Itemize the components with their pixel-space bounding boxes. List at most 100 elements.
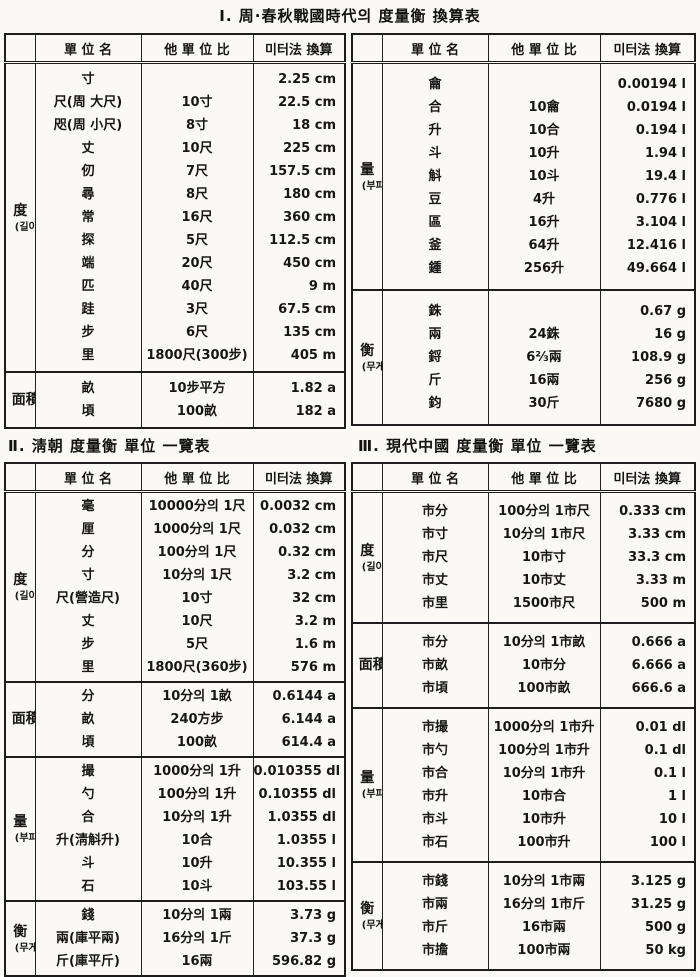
metric-value-cell: 3.33 cm [599, 523, 695, 546]
table3-title: Ⅲ. 現代中國 度量衡 單位 一覽表 [358, 437, 597, 455]
unit-name-cell: 仞 [34, 160, 141, 183]
category-cell: 衡 (무게) [352, 861, 382, 970]
unit-name-cell: 勺 [34, 783, 141, 806]
category-sublabel: (부피) [14, 833, 35, 844]
column-header: 他 單 位 比 [487, 34, 600, 64]
metric-value-cell: 1.82 a [252, 371, 345, 400]
column-header: 他 單 位 比 [140, 34, 253, 64]
ratio-cell: 16分의 1市斤 [487, 893, 600, 916]
unit-name-cell: 尺(周 大尺) [34, 91, 141, 114]
category-cell: 量 (부피) [352, 707, 382, 862]
metric-value-cell: 1.0355 dl [252, 806, 345, 829]
category-sublabel: (무게) [361, 920, 382, 931]
ratio-cell: 16尺 [140, 206, 253, 229]
ratio-cell: 7尺 [140, 160, 253, 183]
category-cell: 度 (길이) [352, 492, 382, 624]
ratio-cell: 40尺 [140, 275, 253, 298]
column-header: 미터法 換算 [252, 463, 345, 493]
category-label: 面積 [11, 711, 35, 727]
ratio-cell: 10升 [487, 142, 600, 165]
ratio-cell: 240方步 [140, 708, 253, 731]
metric-value-cell: 3.73 g [252, 900, 345, 927]
ratio-cell: 10分의 1升 [140, 806, 253, 829]
unit-name-cell: 市升 [381, 785, 488, 808]
metric-value-cell: 360 cm [252, 206, 345, 229]
unit-name-cell: 市寸 [381, 523, 488, 546]
ratio-cell: 10市丈 [487, 569, 600, 592]
table1-title: Ⅰ. 周·春秋戰國時代의 度量衡 換算表 [219, 7, 481, 25]
unit-name-cell: 市勺 [381, 739, 488, 762]
unit-name-cell: 匹 [34, 275, 141, 298]
unit-name-cell: 市丈 [381, 569, 488, 592]
metric-value-cell: 67.5 cm [252, 298, 345, 321]
unit-name-cell: 里 [34, 656, 141, 682]
category-sublabel: (길이) [14, 221, 35, 233]
corner-cell [5, 463, 35, 493]
unit-name-cell: 寸 [34, 564, 141, 587]
category-cell: 衡 (무게) [352, 289, 382, 425]
metric-value-cell: 1.0355 l [252, 829, 345, 852]
unit-name-cell: 市分 [381, 622, 488, 654]
corner-cell [5, 34, 35, 64]
column-header: 單 位 名 [34, 34, 141, 64]
metric-value-cell: 0.10355 dl [252, 783, 345, 806]
category-cell: 度 (길이) [5, 63, 35, 373]
category-cell: 面積 [352, 622, 382, 708]
metric-value-cell: 0.0194 l [599, 96, 695, 119]
category-label: 面積 [11, 391, 35, 408]
metric-value-cell: 405 m [252, 344, 345, 372]
metric-value-cell: 3.125 g [599, 861, 695, 893]
column-header: 單 位 名 [34, 463, 141, 493]
unit-name-cell: 毫 [34, 491, 141, 518]
unit-name-cell: 升(淸斛升) [34, 829, 141, 852]
ratio-cell: 10分의 1畝 [140, 681, 253, 708]
metric-value-cell: 112.5 cm [252, 229, 345, 252]
ratio-cell: 16市兩 [487, 916, 600, 939]
unit-name-cell: 合 [34, 806, 141, 829]
ratio-cell: 16升 [487, 211, 600, 234]
ratio-cell: 10分의 1兩 [140, 900, 253, 927]
unit-name-cell: 兩 [381, 323, 488, 346]
metric-value-cell: 3.2 cm [252, 564, 345, 587]
ratio-cell: 10000分의 1尺 [140, 491, 253, 518]
metric-value-cell: 49.664 l [599, 257, 695, 290]
unit-name-cell: 市尺 [381, 546, 488, 569]
unit-name-cell: 斛 [381, 165, 488, 188]
ratio-cell: 10升 [140, 852, 253, 875]
ratio-cell: 1800尺(360步) [140, 656, 253, 682]
category-sublabel: (길이) [361, 561, 382, 573]
metric-value-cell: 50 kg [599, 939, 695, 970]
category-label: 度 [13, 202, 28, 219]
unit-name-cell: 市斗 [381, 808, 488, 831]
unit-name-cell: 寸 [34, 62, 141, 91]
ratio-cell: 100畝 [140, 731, 253, 757]
metric-value-cell: 31.25 g [599, 893, 695, 916]
category-sublabel: (무게) [361, 361, 382, 373]
category-label: 量 [13, 814, 28, 830]
metric-value-cell: 0.032 cm [252, 518, 345, 541]
ratio-cell: 10尺 [140, 610, 253, 633]
ratio-cell: 20尺 [140, 252, 253, 275]
metric-value-cell: 0.6144 a [252, 681, 345, 708]
ratio-cell: 10分의 1市畝 [487, 622, 600, 654]
metric-value-cell: 0.1 l [599, 762, 695, 785]
unit-name-cell: 丈 [34, 137, 141, 160]
ratio-cell: 4升 [487, 188, 600, 211]
category-cell: 面積 [5, 371, 35, 428]
ratio-cell: 10步平方 [140, 371, 253, 400]
column-header: 미터法 換算 [252, 34, 345, 64]
metric-value-cell: 33.3 cm [599, 546, 695, 569]
ratio-cell: 1500市尺 [487, 592, 600, 623]
metric-value-cell: 0.01 dl [599, 707, 695, 739]
ratio-cell: 1000分의 1市升 [487, 707, 600, 739]
metric-value-cell: 0.194 l [599, 119, 695, 142]
ratio-cell: 10合 [140, 829, 253, 852]
unit-name-cell: 市合 [381, 762, 488, 785]
category-cell: 衡 (무게) [5, 900, 35, 976]
category-sublabel: (부피) [361, 789, 382, 800]
column-header: 單 位 名 [381, 463, 488, 493]
metric-value-cell: 16 g [599, 323, 695, 346]
unit-name-cell: 斤 [381, 369, 488, 392]
metric-value-cell: 614.4 a [252, 731, 345, 757]
ratio-cell: 6⅔兩 [487, 346, 600, 369]
